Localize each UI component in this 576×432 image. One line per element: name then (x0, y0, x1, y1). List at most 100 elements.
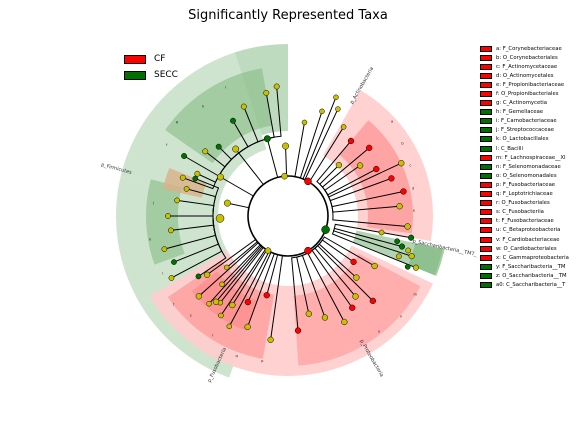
tree-edge (227, 195, 254, 209)
taxa-legend-item: g: C_Actinomycetia (480, 99, 569, 108)
taxa-label: n: F_Selenomonadaceae (496, 163, 561, 170)
tree-node (352, 293, 359, 300)
tree-node (305, 310, 312, 317)
clade-key: r (212, 333, 214, 337)
taxa-label: w: O_Cardiobacteriales (496, 245, 557, 252)
tree-node (202, 148, 209, 155)
taxa-label: k: O_Lactobacillales (496, 136, 549, 143)
taxa-swatch (480, 272, 492, 279)
tree-nodes (161, 83, 420, 343)
tree-node (244, 298, 252, 306)
tree-node (304, 177, 312, 186)
taxa-swatch (480, 136, 492, 143)
taxa-legend-item: s: C_Fusobacteriia (480, 208, 569, 217)
taxa-legend-item: b: O_Corynebacteriales (480, 53, 569, 62)
root-ring (247, 175, 329, 257)
taxa-legend-item: a0: C_Saccharibacteria__T (480, 280, 569, 289)
tree-node (223, 199, 231, 207)
tree-node (356, 162, 364, 169)
tree-node (263, 292, 270, 299)
taxa-swatch (480, 45, 492, 52)
taxa-swatch (480, 281, 492, 288)
taxa-legend-item: e: F_Propionibacteriaceae (480, 80, 569, 89)
tree-node (230, 117, 236, 124)
tree-node (394, 238, 400, 245)
tree-edge (326, 162, 402, 198)
taxa-swatch (480, 118, 492, 125)
clade-sectors (116, 44, 445, 378)
taxa-label: u: C_Betaproteobacteria (496, 227, 561, 234)
tree-node (194, 170, 201, 177)
tree-node (229, 301, 236, 309)
taxa-legend-item: w: O_Cardiobacteriales (480, 244, 569, 253)
tree-node (378, 229, 385, 236)
clade-key: i (225, 85, 226, 89)
taxa-swatch (480, 109, 492, 116)
tree-node (369, 297, 377, 305)
tree-node (353, 274, 360, 281)
tree-node (350, 258, 357, 266)
tree-node (301, 119, 308, 126)
taxa-label: l: C_Bacilli (496, 145, 523, 152)
tree-node (388, 175, 395, 182)
taxa-label: h: F_Gemellaceae (496, 109, 544, 116)
taxa-swatch (480, 145, 492, 152)
clade-key: h (202, 104, 204, 108)
taxa-label: z: O_Saccharibacteria__TM (496, 272, 567, 279)
tree-edge (252, 146, 288, 197)
taxa-swatch (480, 218, 492, 225)
tree-edge (220, 176, 254, 197)
tree-node (404, 263, 411, 270)
taxa-label: m: F_Lachnospiraceae__XI (496, 154, 566, 161)
taxa-legend-item: x: C_Gammaproteobacteria (480, 253, 569, 262)
tree-node (408, 234, 415, 241)
clade-key: e (413, 209, 416, 213)
taxa-label: d: O_Actinomycetales (496, 72, 554, 79)
tree-node (321, 314, 329, 321)
taxa-legend-item: h: F_Gemellaceae (480, 108, 569, 117)
clade-sector (293, 253, 421, 366)
tree-node (212, 298, 220, 305)
clade-sector (288, 245, 434, 376)
tree-node (321, 225, 330, 234)
clade-key: s (190, 314, 192, 318)
taxa-label: t: F_Fusobacteriaceae (496, 218, 554, 225)
tree-node (267, 336, 274, 343)
tree-node (244, 323, 251, 331)
tree-node (366, 144, 373, 152)
taxa-legend-item: o: O_Selenomonadales (480, 171, 569, 180)
group-swatch-secc (124, 70, 146, 80)
tree-edge (299, 111, 323, 179)
group-legend-item: CF (124, 51, 178, 67)
tree-node (412, 264, 420, 271)
taxa-legend-item: v: F_Cardiobacteriaceae (480, 235, 569, 244)
clade-key: q (236, 354, 238, 358)
taxa-swatch (480, 263, 492, 270)
taxa-label: c: F_Actinomycetaceae (496, 63, 558, 70)
clade-key: m (413, 292, 417, 296)
taxa-legend-item: y: F_Saccharibacteria__TM (480, 262, 569, 271)
taxa-swatch (480, 200, 492, 207)
tree-edge (331, 229, 417, 269)
taxa-swatch (480, 254, 492, 261)
tree-node (398, 243, 406, 250)
taxa-label: q: F_Leptotrichiaceae (496, 191, 553, 198)
tree-edge (226, 86, 282, 165)
taxa-legend-item: a: F_Corynebacteriaceae (480, 44, 569, 53)
taxa-label: g: C_Actinomycetia (496, 100, 548, 107)
tree-node (168, 227, 174, 234)
tree-node (223, 264, 230, 271)
taxa-legend-item: m: F_Lachnospiraceae__XI (480, 153, 569, 162)
taxa-swatch (480, 127, 492, 134)
taxa-label: s: C_Fusobacteriia (496, 209, 544, 216)
taxa-legend-item: t: F_Fusobacteriaceae (480, 217, 569, 226)
tree-node (232, 145, 240, 153)
tree-node (215, 214, 225, 223)
group-label-secc: SECC (154, 70, 178, 80)
tree-node (192, 175, 199, 182)
clade-sector (191, 271, 258, 331)
taxa-swatch (480, 81, 492, 88)
taxa-swatch (480, 163, 492, 170)
tree-node (319, 108, 325, 115)
taxa-label: r: O_Fusobacteriales (496, 200, 550, 207)
